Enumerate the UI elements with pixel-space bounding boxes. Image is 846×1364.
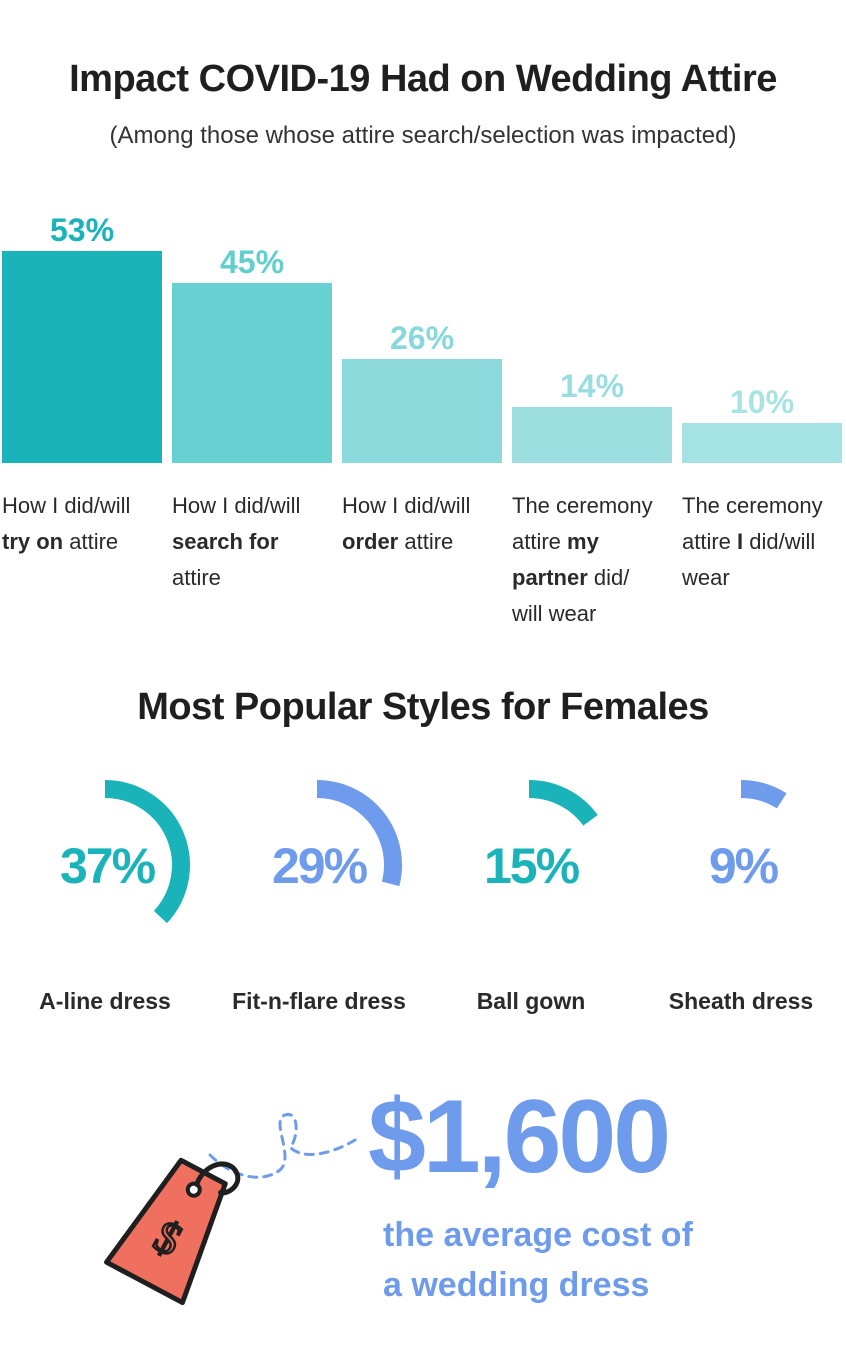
bar-value-label-5: 10% <box>730 384 794 420</box>
chart-subtitle: (Among those whose attire search/selecti… <box>109 122 737 149</box>
style-label-sheath: Sheath dress <box>668 988 814 1014</box>
bar-5 <box>682 423 842 463</box>
bar-2 <box>172 283 332 463</box>
bar-value-label-3: 26% <box>390 320 454 356</box>
style-label-fit-n-flare: Fit-n-flare dress <box>232 988 406 1014</box>
category-label-5: The ceremony attire I did/will wear <box>682 493 823 590</box>
style-arc-a-line <box>104 780 190 924</box>
style-arc-sheath <box>740 780 787 809</box>
bar-4 <box>512 407 672 463</box>
section-title-styles: Most Popular Styles for Females <box>137 686 709 728</box>
style-percent-a-line: 37% <box>60 838 156 894</box>
bar-chart: 53% 45% 26% 14% 10% <box>2 212 842 463</box>
category-label-4: The ceremony attire my partner did/ will… <box>512 493 653 626</box>
style-percent-sheath: 9% <box>709 838 779 894</box>
category-label-1: How I did/will try on attire <box>2 493 131 554</box>
price-caption: the average cost of a wedding dress <box>383 1216 693 1304</box>
bar-value-label-4: 14% <box>560 368 624 404</box>
style-percent-ball-gown: 15% <box>484 838 580 894</box>
style-label-ball-gown: Ball gown <box>476 988 586 1014</box>
tag-string <box>208 1113 357 1179</box>
bar-value-label-1: 53% <box>50 212 114 248</box>
category-label-3: How I did/will order attire <box>342 493 471 554</box>
style-percent-fit-n-flare: 29% <box>272 838 368 894</box>
styles-chart: 37% 29% 15% 9% <box>60 780 787 924</box>
chart-title: Impact COVID-19 Had on Wedding Attire <box>69 58 777 100</box>
style-arc-ball-gown <box>528 780 598 826</box>
bar-3 <box>342 359 502 463</box>
price-tag-icon: $ <box>104 1113 357 1305</box>
bar-1 <box>2 251 162 463</box>
style-arc-fit-n-flare <box>316 780 402 887</box>
category-label-2: How I did/will search for attire <box>172 493 301 590</box>
average-dress-price: $1,600 <box>368 1079 671 1195</box>
bar-value-label-2: 45% <box>220 244 284 280</box>
style-label-a-line: A-line dress <box>39 988 171 1014</box>
